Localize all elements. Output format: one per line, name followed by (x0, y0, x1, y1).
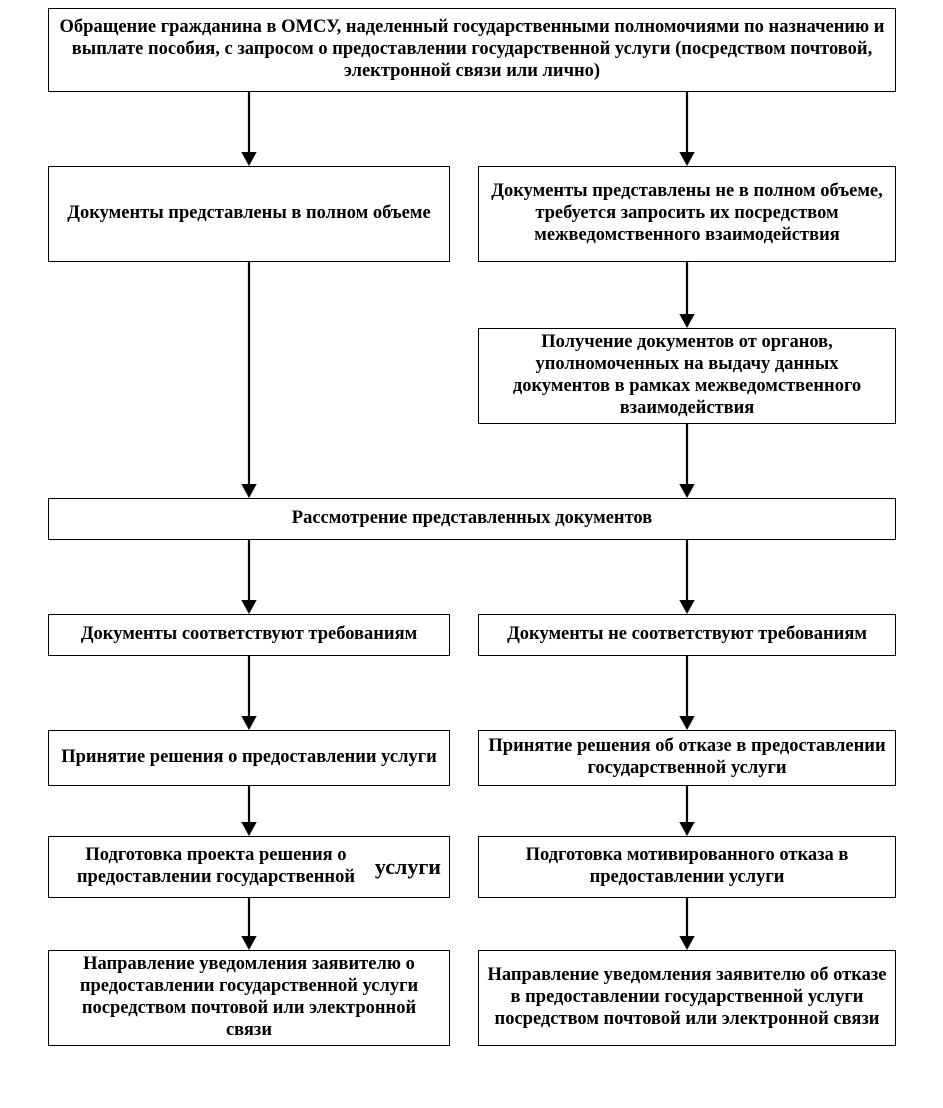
flow-node-n3: Документы представлены не в полном объем… (478, 166, 896, 262)
arrowhead-n1-n2 (241, 152, 256, 166)
flowchart-canvas: Обращение гражданина в ОМСУ, наделенный … (0, 0, 943, 1108)
arrowhead-n4-n5 (679, 484, 694, 498)
arrowhead-n10-n12 (241, 936, 256, 950)
arrowhead-n8-n10 (241, 822, 256, 836)
arrowhead-n5-n7 (679, 600, 694, 614)
flow-node-n10: Подготовка проекта решения о предоставле… (48, 836, 450, 898)
flow-node-n11: Подготовка мотивированного отказа в пред… (478, 836, 896, 898)
arrowhead-n11-n13 (679, 936, 694, 950)
flow-node-n13: Направление уведомления заявителю об отк… (478, 950, 896, 1046)
arrowhead-n9-n11 (679, 822, 694, 836)
flow-node-n5: Рассмотрение представленных документов (48, 498, 896, 540)
flow-node-n4: Получение документов от органов, уполном… (478, 328, 896, 424)
flow-node-n7: Документы не соответствуют требованиям (478, 614, 896, 656)
flow-node-n2: Документы представлены в полном объеме (48, 166, 450, 262)
arrowhead-n3-n4 (679, 314, 694, 328)
arrowhead-n2-n5 (241, 484, 256, 498)
flow-node-n12: Направление уведомления заявителю о пред… (48, 950, 450, 1046)
arrowhead-n5-n6 (241, 600, 256, 614)
flow-node-n8: Принятие решения о предоставлении услуги (48, 730, 450, 786)
arrowhead-n6-n8 (241, 716, 256, 730)
flow-node-n9: Принятие решения об отказе в предоставле… (478, 730, 896, 786)
flow-node-n6: Документы соответствуют требованиям (48, 614, 450, 656)
flow-node-n1: Обращение гражданина в ОМСУ, наделенный … (48, 8, 896, 92)
arrowhead-n1-n3 (679, 152, 694, 166)
arrowhead-n7-n9 (679, 716, 694, 730)
